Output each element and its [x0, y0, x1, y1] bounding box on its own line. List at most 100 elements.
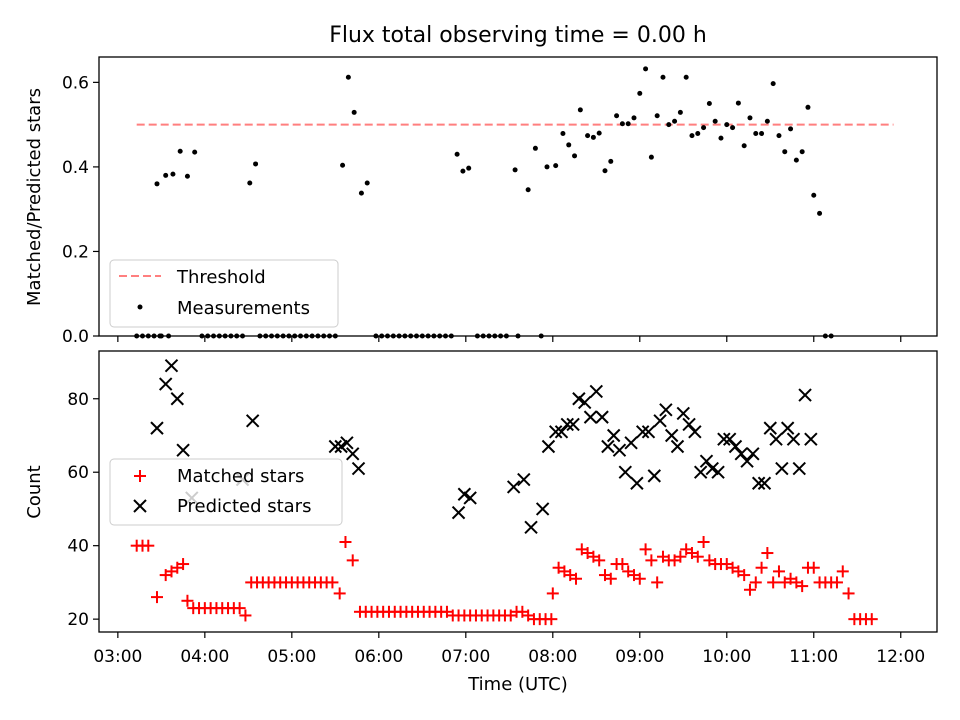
- measurement-point: [677, 109, 683, 115]
- predicted-star-marker: [711, 465, 725, 479]
- measurement-point: [759, 131, 765, 137]
- predicted-star-marker: [786, 432, 801, 446]
- predicted-star-marker: [804, 432, 818, 446]
- predicted-star-marker: [769, 432, 783, 446]
- predicted-star-marker: [334, 439, 348, 454]
- predicted-star-marker: [601, 439, 615, 454]
- matched-star-marker: [545, 613, 558, 626]
- bottom-x-tick-label: 03:00: [93, 647, 142, 667]
- predicted-star-marker: [798, 388, 812, 402]
- predicted-star-marker: [506, 480, 521, 494]
- bottom-axes-frame: [98, 350, 938, 633]
- predicted-star-marker: [560, 417, 575, 432]
- top-x-ticks: [117, 336, 902, 342]
- predicted-star-marker: [693, 465, 708, 479]
- matched-star-marker: [749, 576, 762, 589]
- matched-star-marker: [743, 583, 756, 596]
- bottom-y-tick-label: 60: [67, 463, 89, 483]
- matched-star-marker: [177, 558, 190, 571]
- predicted-star-marker: [606, 428, 621, 443]
- bottom-legend: Matched stars Predicted stars: [109, 458, 343, 526]
- predicted-star-marker: [676, 406, 690, 421]
- top-y-tick-label: 0.0: [62, 327, 89, 347]
- measurement-point: [637, 90, 643, 96]
- predicted-star-marker: [641, 425, 656, 439]
- predicted-star-marker: [688, 425, 702, 439]
- matched-star-marker: [755, 561, 768, 574]
- bottom-y-axis-label: Count: [24, 465, 45, 518]
- figure-title: Flux total observing time = 0.00 h: [329, 23, 707, 48]
- matched-star-marker: [333, 587, 346, 600]
- matched-star-marker: [842, 587, 855, 600]
- measurement-point: [177, 148, 183, 154]
- measurement-point: [764, 118, 770, 124]
- measurement-point: [154, 181, 160, 187]
- bottom-y-tick-label: 40: [67, 537, 89, 557]
- predicted-star-marker: [328, 439, 343, 454]
- bottom-x-tick-label: 06:00: [354, 647, 403, 667]
- matched-star-marker: [761, 547, 774, 560]
- measurement-point: [602, 168, 608, 174]
- bottom-x-tick-label: 10:00: [702, 647, 751, 667]
- legend-measurements-swatch: [137, 304, 143, 310]
- top-y-tick-label: 0.4: [62, 158, 89, 178]
- predicted-star-marker: [682, 417, 696, 432]
- predicted-star-marker: [595, 410, 609, 424]
- matched-star-marker: [569, 572, 582, 585]
- matched-star-marker: [181, 594, 194, 607]
- matched-star-marker: [674, 550, 687, 563]
- matched-star-marker: [633, 572, 646, 585]
- matched-star-marker: [150, 591, 163, 604]
- bottom-y-tick-label: 80: [67, 390, 89, 410]
- predicted-star-marker: [535, 502, 550, 516]
- measurement-point: [512, 167, 518, 173]
- measurement-point: [340, 162, 346, 168]
- measurement-point: [770, 81, 776, 87]
- bottom-x-tick-label: 08:00: [528, 647, 577, 667]
- measurement-point: [585, 133, 591, 139]
- predicted-star-marker: [340, 436, 354, 450]
- measurement-point: [799, 149, 805, 155]
- measurement-point: [643, 66, 649, 72]
- legend-matched-swatch: [134, 470, 146, 482]
- measurement-point: [788, 126, 794, 132]
- measurement-point: [817, 210, 823, 216]
- predicted-star-marker: [583, 410, 598, 424]
- legend-threshold-label: Threshold: [176, 267, 266, 288]
- matched-star-marker: [767, 576, 780, 589]
- top-y-tick-label: 0.2: [62, 242, 89, 262]
- measurement-point: [776, 133, 782, 139]
- measurement-point: [345, 74, 351, 80]
- bottom-x-tick-label: 05:00: [267, 647, 316, 667]
- matched-star-marker: [738, 569, 751, 582]
- measurement-point: [793, 157, 799, 163]
- measurement-point: [625, 121, 631, 127]
- matched-star-marker: [691, 550, 704, 563]
- matched-star-marker: [645, 554, 658, 567]
- bottom-x-tick-label: 07:00: [441, 647, 490, 667]
- top-y-tick-label: 0.6: [62, 73, 89, 93]
- predicted-star-marker: [635, 425, 650, 439]
- bottom-plot-area: [130, 358, 878, 626]
- measurement-point: [735, 100, 741, 106]
- bottom-x-tick-label: 11:00: [789, 647, 838, 667]
- measurement-point: [577, 107, 583, 113]
- legend-predicted-swatch: [133, 499, 147, 513]
- predicted-star-marker: [164, 358, 179, 373]
- measurement-point: [811, 192, 817, 198]
- bottom-y-ticks: 20 40 60 80: [67, 390, 99, 630]
- matched-star-marker: [616, 558, 629, 571]
- measurement-point: [608, 158, 614, 164]
- predicted-star-marker: [659, 403, 673, 417]
- measurement-point: [631, 115, 637, 121]
- predicted-star-marker: [757, 476, 772, 490]
- predicted-star-marker: [763, 421, 777, 435]
- predicted-star-marker: [664, 428, 679, 443]
- measurement-point: [460, 168, 466, 174]
- measurement-point: [351, 109, 357, 115]
- top-axes-frame: [98, 56, 938, 337]
- predicted-star-marker: [158, 377, 173, 391]
- measurement-point: [712, 118, 718, 124]
- measurement-point: [695, 131, 701, 137]
- measurement-point: [706, 101, 712, 106]
